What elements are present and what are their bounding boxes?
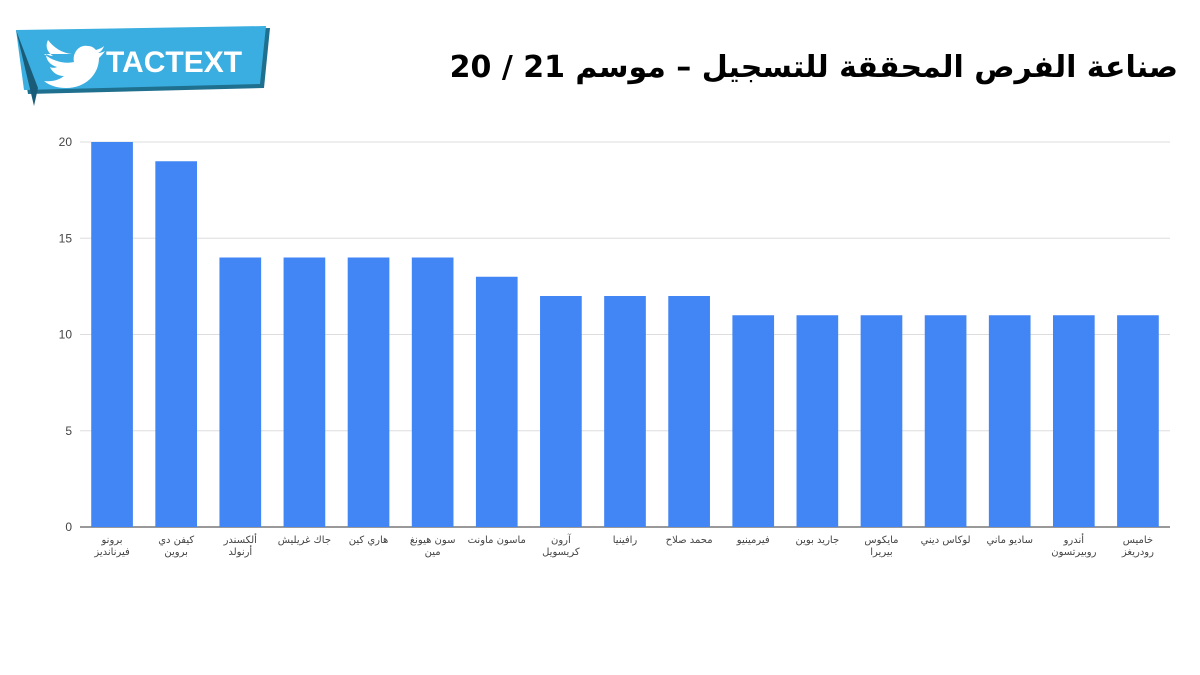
bar (475, 276, 518, 527)
bar (988, 315, 1031, 527)
x-category-label-line: روبيرتسون (1051, 547, 1096, 558)
bar (219, 257, 262, 527)
bar (155, 161, 198, 527)
x-category-label: جاك غريليش (278, 535, 331, 546)
x-category-label-line: محمد صلاح (666, 535, 713, 546)
x-category-label-line: هاري كين (349, 535, 389, 546)
bar (924, 315, 967, 527)
y-tick-label: 15 (59, 231, 73, 245)
x-category-label-line: مايكوس (864, 535, 898, 546)
x-category-label-line: خاميس (1123, 535, 1153, 546)
x-category-label: أندرو روبيرتسون (1051, 533, 1096, 558)
bar (91, 142, 133, 527)
x-category-label-line: رودريغز (1121, 547, 1154, 558)
bar (1052, 315, 1095, 527)
x-category-label: كيفن دي بروين (158, 535, 194, 558)
x-category-label-line: ماسون ماونت (468, 535, 526, 546)
y-tick-label: 0 (65, 520, 72, 534)
x-category-label: رافينيا (613, 535, 638, 546)
x-category-label-line: ألكسندر (223, 533, 258, 546)
x-category-label-line: فيرمينيو (736, 535, 770, 546)
bar (604, 296, 646, 527)
x-category-label-line: برونو (101, 535, 123, 546)
y-tick-label: 5 (65, 424, 72, 438)
x-category-label-line: لوكاس ديني (921, 535, 971, 546)
bar (668, 296, 710, 527)
twitter-bird-icon (44, 40, 105, 88)
x-category-label-line: جاريد بوين (796, 535, 840, 546)
x-category-label-line: أندرو (1063, 533, 1085, 546)
x-category-label-line: سون هيونغ (410, 535, 456, 546)
x-category-label: لوكاس ديني (921, 535, 971, 546)
x-category-label-line: جاك غريليش (278, 535, 331, 546)
bar (732, 315, 775, 527)
bar (1117, 315, 1159, 527)
chart-bars (91, 142, 1159, 527)
bar (283, 257, 326, 527)
x-category-label: آرون كريسويل (542, 533, 580, 558)
x-category-label-line: أرنولد (228, 545, 252, 558)
x-category-label: ألكسندر أرنولد (223, 533, 258, 558)
x-category-label-line: كيفن دي (158, 535, 194, 546)
y-tick-label: 20 (59, 135, 73, 149)
x-category-label-line: كريسويل (542, 547, 580, 558)
x-category-label: فيرمينيو (736, 535, 770, 546)
x-category-label-line: فيرنانديز (93, 547, 130, 558)
x-category-label: هاري كين (349, 535, 389, 546)
x-category-label: سون هيونغ مين (410, 535, 456, 558)
page-title: صناعة الفرص المحققة للتسجيل – موسم 21 / … (449, 50, 1178, 85)
x-category-label-line: رافينيا (613, 535, 638, 546)
bar (860, 315, 903, 527)
x-category-label: جاريد بوين (796, 535, 840, 546)
x-axis: برونو فيرنانديز كيفن دي بروين ألكسندر أرنولد ج… (93, 533, 1154, 558)
y-axis: 0 5 10 15 20 (59, 135, 73, 534)
brand-name: TACTEXT (106, 46, 242, 79)
x-category-label: برونو فيرنانديز (93, 535, 130, 558)
bar (411, 257, 454, 527)
y-tick-label: 10 (59, 328, 73, 342)
x-category-label-line: بروين (164, 547, 188, 558)
x-category-label: ساديو ماني (986, 535, 1033, 546)
x-category-label-line: ساديو ماني (986, 535, 1033, 546)
x-category-label: مايكوس بيريرا (864, 535, 898, 558)
x-category-label-line: بيريرا (870, 547, 892, 558)
x-category-label: خاميس رودريغز (1121, 535, 1154, 558)
x-category-label-line: آرون (551, 533, 572, 546)
x-category-label-line: مين (425, 547, 441, 558)
bar (796, 315, 839, 527)
x-category-label: ماسون ماونت (468, 535, 526, 546)
bar (347, 257, 390, 527)
bar (540, 296, 582, 527)
x-category-label: محمد صلاح (666, 535, 713, 546)
brand-logo: TACTEXT (14, 26, 274, 110)
